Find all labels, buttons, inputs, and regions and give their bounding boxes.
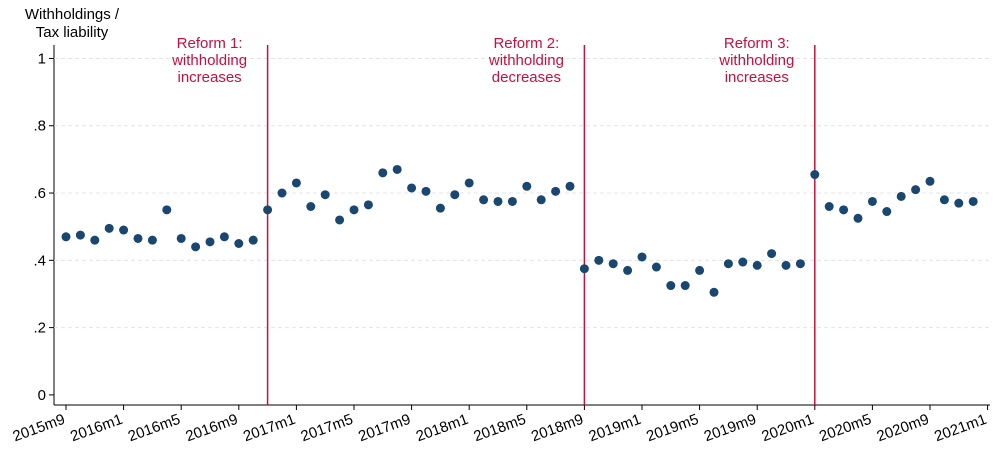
reform-label: withholding (171, 52, 247, 69)
point (522, 181, 532, 191)
x-tick-label: 2017m9 (356, 411, 413, 446)
point (968, 196, 978, 206)
point (90, 235, 100, 245)
point (939, 195, 949, 205)
y-tick-label: .2 (33, 320, 46, 337)
y-tick-label: .6 (33, 185, 46, 202)
point (911, 185, 921, 195)
point (277, 188, 287, 198)
x-tick-label: 2016m1 (68, 411, 125, 446)
x-tick-label: 2020m5 (817, 411, 874, 446)
point (306, 201, 316, 211)
x-tick-label: 2018m9 (529, 411, 586, 446)
point (335, 215, 345, 225)
x-tick-label: 2021m1 (932, 411, 989, 446)
point (349, 205, 359, 215)
reform-label: decreases (492, 69, 561, 86)
x-tick-label: 2015m9 (11, 411, 68, 446)
point (896, 191, 906, 201)
point (392, 164, 402, 174)
point (363, 200, 373, 210)
x-tick-label: 2020m1 (759, 411, 816, 446)
point (651, 262, 661, 272)
point (867, 196, 877, 206)
point (61, 232, 71, 242)
x-tick-label: 2016m9 (183, 411, 240, 446)
point (435, 203, 445, 213)
point (479, 195, 489, 205)
point (767, 249, 777, 259)
point (536, 195, 546, 205)
x-tick-label: 2020m9 (875, 411, 932, 446)
x-tick-label: 2017m1 (241, 411, 298, 446)
reform-label: withholding (488, 52, 564, 69)
point (594, 255, 604, 265)
point (507, 196, 517, 206)
point (695, 265, 705, 275)
point (839, 205, 849, 215)
point (738, 257, 748, 267)
reform-label: Reform 1: (177, 35, 243, 52)
point (493, 196, 503, 206)
point (637, 252, 647, 262)
y-axis-title: Tax liability (36, 24, 109, 41)
point (176, 233, 186, 243)
point (723, 259, 733, 269)
point (954, 198, 964, 208)
reform-label: withholding (718, 52, 794, 69)
point (464, 178, 474, 188)
point (407, 183, 417, 193)
point (824, 201, 834, 211)
reform-label: Reform 2: (493, 35, 559, 52)
point (565, 181, 575, 191)
point (752, 260, 762, 270)
point (608, 259, 618, 269)
point (810, 170, 820, 180)
x-tick-label: 2019m5 (644, 411, 701, 446)
x-tick-label: 2019m1 (587, 411, 644, 446)
y-tick-label: 0 (38, 387, 46, 404)
point (666, 281, 676, 291)
point (205, 237, 215, 247)
reform-label: Reform 3: (724, 35, 790, 52)
x-tick-label: 2017m5 (299, 411, 356, 446)
point (795, 259, 805, 269)
reform-label: increases (725, 69, 789, 86)
point (709, 287, 719, 297)
point (291, 178, 301, 188)
x-tick-label: 2018m5 (471, 411, 528, 446)
point (781, 260, 791, 270)
point (378, 168, 388, 178)
x-tick-label: 2018m1 (414, 411, 471, 446)
point (882, 207, 892, 217)
point (133, 233, 143, 243)
point (263, 205, 273, 215)
point (234, 239, 244, 249)
point (119, 225, 129, 235)
point (104, 223, 114, 233)
y-tick-label: .8 (33, 118, 46, 135)
y-tick-label: 1 (38, 50, 46, 67)
reform-label: increases (177, 69, 241, 86)
x-tick-label: 2016m5 (126, 411, 183, 446)
point (551, 186, 561, 196)
y-axis-title: Withholdings / (25, 6, 120, 23)
point (579, 264, 589, 274)
y-tick-label: .4 (33, 252, 46, 269)
point (75, 230, 85, 240)
point (320, 190, 330, 200)
point (219, 232, 229, 242)
x-tick-label: 2019m9 (702, 411, 759, 446)
point (450, 190, 460, 200)
point (623, 265, 633, 275)
point (191, 242, 201, 252)
point (680, 281, 690, 291)
point (925, 176, 935, 186)
point (248, 235, 258, 245)
point (162, 205, 172, 215)
point (147, 235, 157, 245)
point (853, 213, 863, 223)
point (421, 186, 431, 196)
